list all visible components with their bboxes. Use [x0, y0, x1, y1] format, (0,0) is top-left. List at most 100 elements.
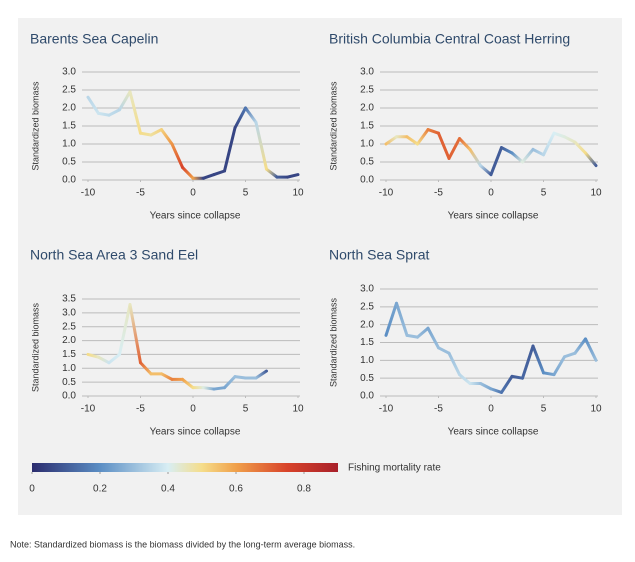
- line-segment: [489, 146, 503, 177]
- line-segment: [405, 333, 419, 339]
- line-segment: [202, 386, 216, 391]
- x-tick-label: -10: [81, 188, 96, 199]
- x-tick-label: -5: [136, 404, 145, 415]
- x-tick-label: -10: [379, 404, 394, 415]
- line-segment: [573, 337, 587, 355]
- line-segment: [573, 140, 587, 155]
- y-tick-label: 0.0: [360, 175, 374, 186]
- line-segment: [584, 151, 598, 168]
- y-tick-label: 1.0: [360, 355, 374, 366]
- line-segment: [212, 386, 226, 391]
- y-tick-label: 2.0: [62, 103, 76, 114]
- y-tick-label: 1.0: [62, 139, 76, 150]
- line-segment: [86, 95, 100, 115]
- line-segment: [542, 371, 556, 377]
- line-segment: [521, 147, 535, 164]
- subplot-title: North Sea Area 3 Sand Eel: [30, 247, 198, 263]
- note: Note: Standardized biomass is the biomas…: [10, 539, 355, 549]
- line-segment: [254, 120, 268, 171]
- line-segment: [437, 131, 451, 160]
- line-segment: [118, 303, 132, 356]
- y-tick-label: 2.5: [360, 301, 374, 312]
- y-tick-label: 2.0: [360, 319, 374, 330]
- y-tick-label: 3.0: [360, 67, 374, 78]
- line-segment: [563, 135, 577, 144]
- x-tick-label: -10: [379, 188, 394, 199]
- line-segment: [510, 374, 524, 380]
- line-segment: [458, 137, 472, 151]
- y-tick-label: 2.0: [360, 103, 374, 114]
- line-segment: [160, 128, 174, 146]
- line-segment: [223, 126, 237, 173]
- y-tick-label: 0.0: [360, 391, 374, 402]
- x-tick-label: 10: [292, 188, 304, 199]
- line-segment: [160, 372, 174, 381]
- line-segment: [531, 344, 545, 375]
- y-axis-label: Standardized biomass: [30, 302, 40, 392]
- line-segment: [170, 142, 184, 169]
- x-tick-label: 10: [590, 188, 602, 199]
- y-axis-label: Standardized biomass: [328, 297, 338, 387]
- line-segment: [244, 106, 258, 124]
- line-segment: [223, 375, 237, 390]
- line-segment: [563, 351, 577, 359]
- line-segment: [233, 375, 247, 380]
- y-tick-label: 0.5: [62, 377, 76, 388]
- line-segment: [426, 326, 440, 350]
- x-tick-label: -10: [81, 404, 96, 415]
- line-segment: [181, 377, 195, 390]
- line-segment: [384, 135, 398, 146]
- colorbar-label: Fishing mortality rate: [348, 463, 441, 474]
- line-segment: [447, 137, 461, 160]
- line-segment: [542, 131, 556, 157]
- y-tick-label: 1.0: [360, 139, 374, 150]
- subplot-title: North Sea Sprat: [329, 247, 429, 263]
- line-segment: [86, 352, 100, 359]
- colorbar-tick-label: 0.2: [93, 484, 107, 495]
- colorbar-tick-label: 0.6: [229, 484, 243, 495]
- x-tick-label: 5: [243, 404, 249, 415]
- y-tick-label: 1.5: [62, 121, 76, 132]
- line-segment: [254, 369, 268, 380]
- y-tick-label: 3.0: [62, 307, 76, 318]
- y-tick-label: 1.5: [62, 349, 76, 360]
- x-tick-label: 0: [488, 188, 494, 199]
- y-tick-label: 0.0: [62, 175, 76, 186]
- line-segment: [552, 355, 566, 377]
- x-tick-label: 0: [488, 404, 494, 415]
- x-tick-label: -5: [434, 188, 443, 199]
- line-segment: [107, 108, 121, 117]
- x-tick-label: 5: [243, 188, 249, 199]
- y-tick-label: 3.5: [62, 294, 76, 305]
- x-axis-label: Years since collapse: [448, 211, 539, 222]
- line-segment: [97, 111, 111, 117]
- line-segment: [265, 167, 279, 179]
- line-segment: [107, 352, 121, 365]
- line-segment: [384, 301, 398, 337]
- line-segment: [212, 169, 226, 177]
- subplot-title: Barents Sea Capelin: [30, 31, 158, 47]
- line-segment: [202, 173, 216, 180]
- line-segment: [521, 344, 535, 380]
- line-segment: [479, 382, 493, 391]
- line-segment: [286, 173, 300, 179]
- subplot-title: British Columbia Central Coast Herring: [329, 31, 570, 47]
- x-axis-label: Years since collapse: [150, 211, 241, 222]
- y-tick-label: 0.5: [360, 373, 374, 384]
- y-tick-label: 2.0: [62, 335, 76, 346]
- y-tick-label: 0.5: [62, 157, 76, 168]
- y-tick-label: 3.0: [360, 284, 374, 295]
- line-segment: [500, 374, 514, 394]
- y-tick-label: 3.0: [62, 67, 76, 78]
- x-tick-label: -5: [136, 188, 145, 199]
- line-segment: [500, 146, 514, 155]
- y-tick-label: 1.0: [62, 363, 76, 374]
- line-segment: [416, 128, 430, 146]
- line-segment: [405, 135, 419, 146]
- y-axis-label: Standardized biomass: [30, 81, 40, 171]
- x-tick-label: 10: [292, 404, 304, 415]
- line-segment: [479, 164, 493, 177]
- line-segment: [149, 128, 163, 137]
- panel-background: [18, 18, 622, 515]
